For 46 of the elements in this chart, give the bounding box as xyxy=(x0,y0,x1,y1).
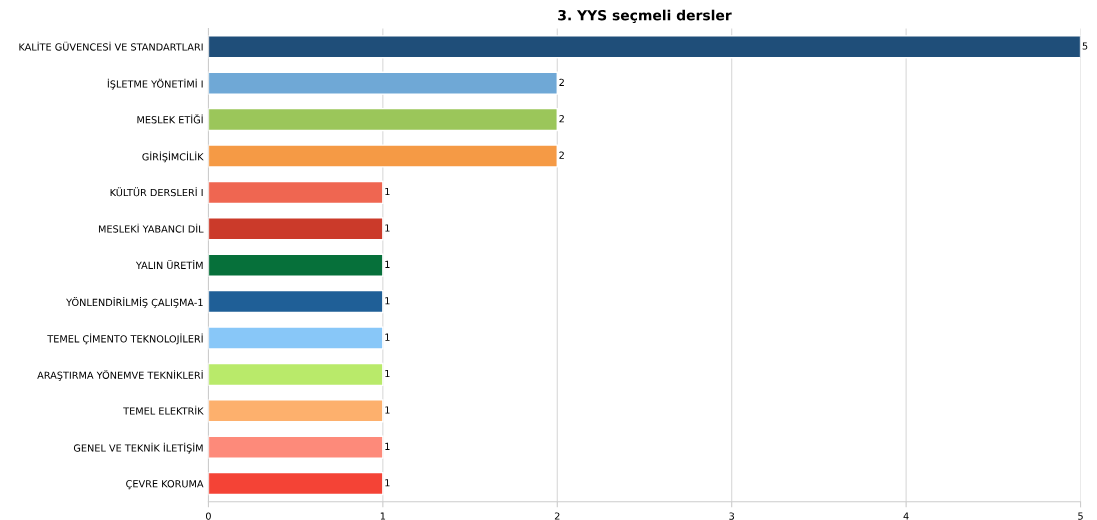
y-tick-label: YÖNLENDİRİLMİŞ ÇALIŞMA-1 xyxy=(66,297,203,308)
y-tick-label: ÇEVRE KORUMA xyxy=(126,480,204,490)
x-tick-label: 2 xyxy=(554,512,560,520)
y-tick-label: YALIN ÜRETİM xyxy=(135,260,203,270)
data-label: 1 xyxy=(385,333,390,341)
bar xyxy=(208,180,384,205)
data-label: 1 xyxy=(385,479,390,487)
bar xyxy=(208,253,384,277)
data-label: 1 xyxy=(385,406,390,414)
x-tick-label: 3 xyxy=(729,512,735,520)
data-label: 5 xyxy=(1082,42,1088,50)
bar xyxy=(208,217,384,241)
bar xyxy=(208,35,1081,59)
y-tick-label: TEMEL ELEKTRİK xyxy=(123,405,204,415)
y-tick-label: MESLEK ETİĞİ xyxy=(137,114,203,124)
bar xyxy=(208,289,384,314)
bar xyxy=(208,435,384,459)
x-tick-label: 5 xyxy=(1078,512,1083,520)
bar xyxy=(208,71,558,95)
bar xyxy=(208,144,558,168)
data-label: 2 xyxy=(559,151,564,159)
data-label: 1 xyxy=(385,369,390,378)
data-label: 1 xyxy=(385,260,390,268)
bar xyxy=(208,107,558,132)
y-tick-label: KALİTE GÜVENCESİ VE STANDARTLARI xyxy=(19,41,203,51)
y-tick-label: MESLEKİ YABANCI DİL xyxy=(98,223,204,233)
data-label: 1 xyxy=(385,442,390,450)
chart-title: 3. YYS seçmeli dersler xyxy=(558,9,732,23)
x-tick-label: 0 xyxy=(205,512,211,520)
bar xyxy=(208,399,384,423)
data-label: 2 xyxy=(559,78,564,86)
y-tick-label: ARAŞTIRMA YÖNEMVE TEKNİKLERİ xyxy=(37,369,203,381)
y-tick-label: TEMEL ÇİMENTO TEKNOLOJİLERİ xyxy=(47,333,203,345)
bar xyxy=(208,362,384,387)
x-tick-label: 4 xyxy=(903,512,909,520)
y-tick-label: İŞLETME YÖNETİMİ I xyxy=(107,78,203,90)
data-label: 2 xyxy=(559,115,564,123)
data-label: 1 xyxy=(385,187,390,196)
bar xyxy=(208,471,384,496)
y-tick-label: GENEL VE TEKNİK İLETİŞİM xyxy=(73,442,203,454)
y-tick-label: KÜLTÜR DERSLERİ I xyxy=(110,187,203,197)
x-tick-label: 1 xyxy=(380,512,386,520)
bar xyxy=(208,326,384,350)
data-label: 1 xyxy=(385,297,390,305)
data-label: 1 xyxy=(385,224,390,232)
y-tick-label: GİRİŞİMCİLİK xyxy=(142,151,204,163)
